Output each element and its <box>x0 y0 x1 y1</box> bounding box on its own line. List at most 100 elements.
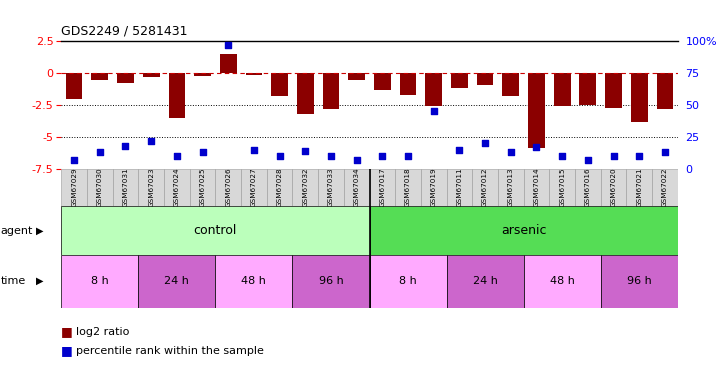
Text: GSM67029: GSM67029 <box>71 168 77 207</box>
Text: GSM67024: GSM67024 <box>174 168 180 207</box>
Bar <box>143 73 159 77</box>
Bar <box>580 73 596 105</box>
Text: GSM67015: GSM67015 <box>559 168 565 207</box>
Text: control: control <box>194 224 237 237</box>
Text: 48 h: 48 h <box>549 276 575 286</box>
Point <box>608 153 619 159</box>
Point <box>376 153 388 159</box>
Text: ■: ■ <box>61 326 73 338</box>
Text: time: time <box>1 276 26 286</box>
Text: 96 h: 96 h <box>319 276 343 286</box>
Text: GSM67025: GSM67025 <box>200 168 205 207</box>
Text: GSM67021: GSM67021 <box>636 168 642 207</box>
Point <box>454 147 465 153</box>
Bar <box>425 73 442 106</box>
Text: ■: ■ <box>61 344 73 357</box>
Bar <box>112 169 138 206</box>
Bar <box>297 73 314 114</box>
Bar <box>344 169 370 206</box>
Bar <box>370 169 395 206</box>
Text: GSM67026: GSM67026 <box>225 168 231 207</box>
Point <box>479 140 491 146</box>
Bar <box>631 73 647 122</box>
Point <box>428 108 440 114</box>
Text: GDS2249 / 5281431: GDS2249 / 5281431 <box>61 24 187 38</box>
Bar <box>472 169 498 206</box>
Bar <box>523 255 601 308</box>
Text: log2 ratio: log2 ratio <box>76 327 129 337</box>
Bar <box>216 169 241 206</box>
Text: GSM67034: GSM67034 <box>354 168 360 207</box>
Text: GSM67014: GSM67014 <box>534 168 539 207</box>
Bar <box>267 169 293 206</box>
Point <box>325 153 337 159</box>
Point <box>557 153 568 159</box>
Text: GSM67013: GSM67013 <box>508 168 514 207</box>
Point <box>582 157 593 163</box>
Bar <box>549 169 575 206</box>
Point <box>634 153 645 159</box>
Text: GSM67018: GSM67018 <box>405 168 411 207</box>
Bar <box>241 169 267 206</box>
Bar <box>92 73 108 80</box>
Text: GSM67012: GSM67012 <box>482 168 488 207</box>
Text: GSM67033: GSM67033 <box>328 168 334 207</box>
Bar <box>117 73 134 83</box>
Text: GSM67020: GSM67020 <box>611 168 616 207</box>
Bar <box>554 73 570 106</box>
Bar <box>138 169 164 206</box>
Point <box>659 149 671 155</box>
Point <box>68 157 80 163</box>
Bar <box>601 169 627 206</box>
Point <box>120 143 131 149</box>
Bar <box>61 255 138 308</box>
Text: GSM67032: GSM67032 <box>302 168 309 207</box>
Text: 24 h: 24 h <box>164 276 190 286</box>
Bar <box>421 169 446 206</box>
Bar <box>322 73 340 109</box>
Text: GSM67027: GSM67027 <box>251 168 257 207</box>
Point <box>531 144 542 150</box>
Bar <box>246 73 262 75</box>
Point <box>402 153 414 159</box>
Bar <box>318 169 344 206</box>
Point <box>197 149 208 155</box>
Bar <box>528 73 545 148</box>
Text: GSM67017: GSM67017 <box>379 168 385 207</box>
Bar <box>190 169 216 206</box>
Bar <box>601 255 678 308</box>
Point <box>223 42 234 48</box>
Text: 8 h: 8 h <box>399 276 417 286</box>
Bar <box>575 169 601 206</box>
Point <box>146 138 157 144</box>
Bar <box>164 169 190 206</box>
Bar <box>169 73 185 118</box>
Text: GSM67031: GSM67031 <box>123 168 128 207</box>
Text: ▶: ▶ <box>36 226 43 236</box>
Bar <box>503 73 519 96</box>
Bar <box>61 169 87 206</box>
Bar <box>370 206 678 255</box>
Bar <box>399 73 417 95</box>
Point <box>94 149 105 155</box>
Bar <box>374 73 391 90</box>
Point <box>171 153 182 159</box>
Text: GSM67022: GSM67022 <box>662 168 668 207</box>
Bar <box>220 54 236 73</box>
Text: GSM67019: GSM67019 <box>430 168 437 207</box>
Bar <box>657 73 673 109</box>
Text: 48 h: 48 h <box>242 276 266 286</box>
Text: GSM67011: GSM67011 <box>456 168 462 207</box>
Bar <box>138 255 216 308</box>
Text: GSM67023: GSM67023 <box>149 168 154 207</box>
Bar <box>271 73 288 96</box>
Point <box>248 147 260 153</box>
Text: 8 h: 8 h <box>91 276 109 286</box>
Text: GSM67030: GSM67030 <box>97 168 103 207</box>
Bar <box>87 169 112 206</box>
Bar <box>216 255 293 308</box>
Point <box>299 148 311 154</box>
Point <box>505 149 516 155</box>
Bar <box>66 73 82 99</box>
Bar <box>451 73 468 88</box>
